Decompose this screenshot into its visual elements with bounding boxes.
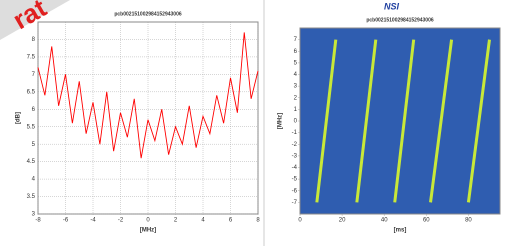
x-tick-label: 20 <box>339 218 346 224</box>
y-tick-label: -3 <box>292 153 298 159</box>
y-tick-label: -7 <box>292 200 298 206</box>
screen: rat NSI pcb002151002984152943006[MHz][dB… <box>0 0 512 246</box>
x-tick-label: -6 <box>63 218 69 224</box>
y-tick-label: -4 <box>292 165 298 171</box>
x-axis-label: [ms] <box>394 228 407 234</box>
x-tick-label: 60 <box>423 218 430 224</box>
y-tick-label: -5 <box>292 177 298 183</box>
chart-title: pcb002151002984152943006 <box>366 17 434 23</box>
y-tick-label: -6 <box>292 188 298 194</box>
chart-title: pcb002151002984152943006 <box>114 11 182 17</box>
y-tick-label: -2 <box>292 142 298 148</box>
x-tick-label: 80 <box>465 218 472 224</box>
y-tick-label: 3.5 <box>27 194 36 200</box>
y-tick-label: 4.5 <box>27 159 36 165</box>
y-tick-label: 7.5 <box>27 54 36 60</box>
x-tick-label: -4 <box>90 218 96 224</box>
x-tick-label: 40 <box>381 218 388 224</box>
y-tick-label: 5.5 <box>27 124 36 130</box>
x-axis-label: [MHz] <box>140 228 156 234</box>
y-axis-label: [MHz] <box>278 113 284 129</box>
x-tick-label: -2 <box>118 218 124 224</box>
x-tick-label: -8 <box>35 218 41 224</box>
logo: NSI <box>384 1 400 11</box>
y-axis-label: [dB] <box>16 112 22 124</box>
y-tick-label: -1 <box>292 130 298 136</box>
y-tick-label: 6.5 <box>27 89 36 95</box>
